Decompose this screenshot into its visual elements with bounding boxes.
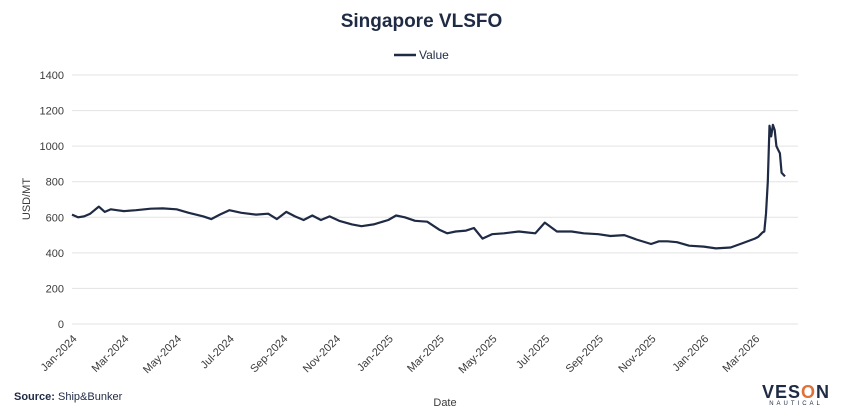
y-tick-label: 1200 [40, 106, 64, 118]
y-tick-label: 0 [58, 319, 64, 331]
y-tick-label: 400 [46, 248, 64, 260]
x-tick-label: Mar-2024 [90, 333, 132, 375]
brand-logo: VESON NAUTICAL [762, 382, 830, 407]
x-tick-label: Sep-2024 [248, 333, 290, 375]
x-tick-label: May-2025 [457, 333, 500, 376]
brand-name-o: O [801, 382, 817, 402]
x-tick-label: Mar-2026 [721, 333, 763, 375]
y-tick-label: 600 [46, 212, 64, 224]
series-group [71, 123, 786, 250]
y-tick-label: 200 [46, 283, 64, 295]
y-tick-label: 800 [46, 177, 64, 189]
y-axis-ticks: 0 200 400 600 800 1000 1200 1400 [40, 70, 64, 331]
source-note: Source: Ship&Bunker [14, 391, 122, 403]
x-tick-label: Nov-2025 [616, 333, 658, 375]
y-tick-label: 1400 [40, 70, 64, 82]
x-tick-label: Jan-2026 [670, 333, 711, 374]
x-axis-ticks: Jan-2024 Mar-2024 May-2024 Jul-2024 Sep-2024… [39, 333, 763, 376]
chart-title: Singapore VLSFO [341, 11, 503, 32]
x-axis-label: Date [433, 397, 456, 409]
y-axis-label: USD/MT [21, 178, 33, 220]
gridlines [72, 74, 798, 325]
legend-label: Value [419, 48, 449, 62]
x-tick-label: Jan-2025 [355, 333, 396, 374]
x-tick-label: Jul-2024 [199, 333, 237, 371]
brand-name-end: N [816, 382, 831, 402]
y-tick-label: 1000 [40, 141, 64, 153]
brand-subtitle: NAUTICAL [769, 401, 823, 407]
x-tick-label: Jan-2024 [39, 333, 80, 374]
brand-name: VESON [762, 382, 830, 403]
series-line-value [71, 123, 786, 250]
x-tick-label: Jul-2025 [514, 333, 552, 371]
x-tick-label: Sep-2025 [564, 333, 606, 375]
x-tick-label: Nov-2024 [301, 333, 343, 375]
legend: Value [394, 48, 449, 62]
brand-name-start: VES [762, 382, 802, 402]
source-value: Ship&Bunker [58, 391, 123, 403]
x-tick-label: Mar-2025 [405, 333, 447, 375]
x-tick-label: May-2024 [141, 333, 184, 376]
source-label: Source: [14, 391, 55, 403]
